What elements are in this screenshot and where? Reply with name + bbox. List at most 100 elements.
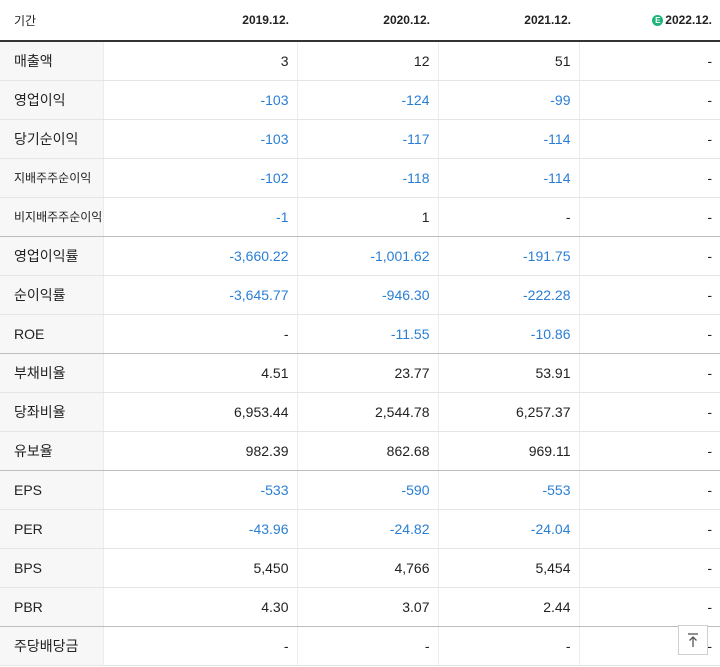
table-row: 당좌비율 6,953.44 2,544.78 6,257.37-	[0, 392, 720, 432]
table-cell: -	[296, 626, 438, 666]
table-cell: -553	[437, 470, 579, 510]
table-cell: -191.75	[437, 236, 579, 276]
table-row: 지배주주순이익 -102 -118 -114-	[0, 158, 720, 198]
row-label: ROE	[0, 314, 103, 354]
table-cell: -	[578, 80, 720, 120]
table-cell: -11.55	[296, 314, 438, 354]
table-cell: -	[578, 587, 720, 627]
table-cell: -43.96	[102, 509, 297, 549]
table-cell: -	[578, 314, 720, 354]
table-cell: 4.51	[102, 353, 297, 393]
table-row: 유보율 982.39 862.68 969.11-	[0, 431, 720, 471]
table-cell: -114	[437, 158, 579, 198]
table-cell: 51	[437, 41, 579, 81]
table-row: ROE - -11.55 -10.86-	[0, 314, 720, 354]
row-label: 비지배주주순이익	[0, 197, 103, 237]
period-header: 기간	[0, 0, 103, 42]
row-label: 당기순이익	[0, 119, 103, 159]
row-label: 영업이익률	[0, 236, 103, 276]
table-cell: -1,001.62	[296, 236, 438, 276]
table-cell: -24.82	[296, 509, 438, 549]
table-cell: 6,257.37	[437, 392, 579, 432]
row-label: 영업이익	[0, 80, 103, 120]
table-cell: -10.86	[437, 314, 579, 354]
row-label: 부채비율	[0, 353, 103, 393]
table-row: 매출액 3 12 51-	[0, 41, 720, 81]
table-row: 부채비율 4.51 23.77 53.91-	[0, 353, 720, 393]
table-row: PER -43.96 -24.82 -24.04-	[0, 509, 720, 549]
row-label: 매출액	[0, 41, 103, 81]
table-cell: 2,544.78	[296, 392, 438, 432]
table-cell: -	[578, 353, 720, 393]
table-cell: -	[578, 41, 720, 81]
table-header-row: 기간 2019.12. 2020.12. 2021.12. E 2022.12.	[0, 0, 720, 42]
table-row: PBR 4.30 3.07 2.44-	[0, 587, 720, 627]
table-cell: 982.39	[102, 431, 297, 471]
table-cell: 12	[296, 41, 438, 81]
table-cell: -	[102, 314, 297, 354]
table-cell: -	[578, 236, 720, 276]
table-cell: -3,660.22	[102, 236, 297, 276]
table-cell: -	[102, 626, 297, 666]
table-row: 비지배주주순이익 -1 1- -	[0, 197, 720, 237]
table-cell: -	[578, 470, 720, 510]
table-cell: -	[437, 626, 579, 666]
table-row: 영업이익 -103 -124 -99-	[0, 80, 720, 120]
table-cell: -	[578, 197, 720, 237]
column-header: 2019.12.	[103, 0, 297, 42]
table-cell: -	[437, 197, 579, 237]
table-cell: -222.28	[437, 275, 579, 315]
table-cell: -533	[102, 470, 297, 510]
table-row: 영업이익률 -3,660.22 -1,001.62 -191.75-	[0, 236, 720, 276]
table-cell: -	[578, 119, 720, 159]
row-label: 지배주주순이익	[0, 158, 103, 198]
table-cell: 862.68	[296, 431, 438, 471]
table-row: BPS 5,450 4,766 5,454-	[0, 548, 720, 588]
table-cell: -103	[102, 80, 297, 120]
table-cell: -	[578, 392, 720, 432]
row-label: EPS	[0, 470, 103, 510]
table-row: 주당배당금 - - - -	[0, 626, 720, 666]
table-cell: -103	[102, 119, 297, 159]
table-cell: -124	[296, 80, 438, 120]
table-cell: 969.11	[437, 431, 579, 471]
table-row: 순이익률 -3,645.77 -946.30 -222.28-	[0, 275, 720, 315]
column-header: 2020.12.	[297, 0, 438, 42]
table-cell: -	[578, 275, 720, 315]
table-cell: -117	[296, 119, 438, 159]
table-cell: 4.30	[102, 587, 297, 627]
table-cell: -590	[296, 470, 438, 510]
table-cell: -1	[102, 197, 297, 237]
table-cell: 53.91	[437, 353, 579, 393]
table-cell: 1	[296, 197, 438, 237]
table-cell: -	[578, 509, 720, 549]
row-label: 순이익률	[0, 275, 103, 315]
table-cell: -3,645.77	[102, 275, 297, 315]
table-cell: 3	[102, 41, 297, 81]
table-row: 당기순이익 -103 -117 -114-	[0, 119, 720, 159]
row-label: PER	[0, 509, 103, 549]
column-header-estimate: E 2022.12.	[579, 0, 720, 42]
table-cell: -114	[437, 119, 579, 159]
table-cell: -	[578, 158, 720, 198]
table-cell: 5,450	[102, 548, 297, 588]
table-row: EPS -533 -590 -553-	[0, 470, 720, 510]
table-cell: -102	[102, 158, 297, 198]
table-cell: 5,454	[437, 548, 579, 588]
table-cell: -	[578, 548, 720, 588]
row-label: 유보율	[0, 431, 103, 471]
table-cell: 6,953.44	[102, 392, 297, 432]
table-cell: -99	[437, 80, 579, 120]
table-cell: -	[578, 431, 720, 471]
row-label: 주당배당금	[0, 626, 103, 666]
table-cell: 3.07	[296, 587, 438, 627]
arrow-up-to-line-icon	[688, 633, 698, 647]
table-cell: -946.30	[296, 275, 438, 315]
column-header-label: 2022.12.	[665, 13, 712, 27]
row-label: BPS	[0, 548, 103, 588]
estimate-badge-icon: E	[652, 15, 664, 26]
table-cell: 4,766	[296, 548, 438, 588]
scroll-top-button[interactable]	[678, 625, 708, 655]
table-cell: 23.77	[296, 353, 438, 393]
